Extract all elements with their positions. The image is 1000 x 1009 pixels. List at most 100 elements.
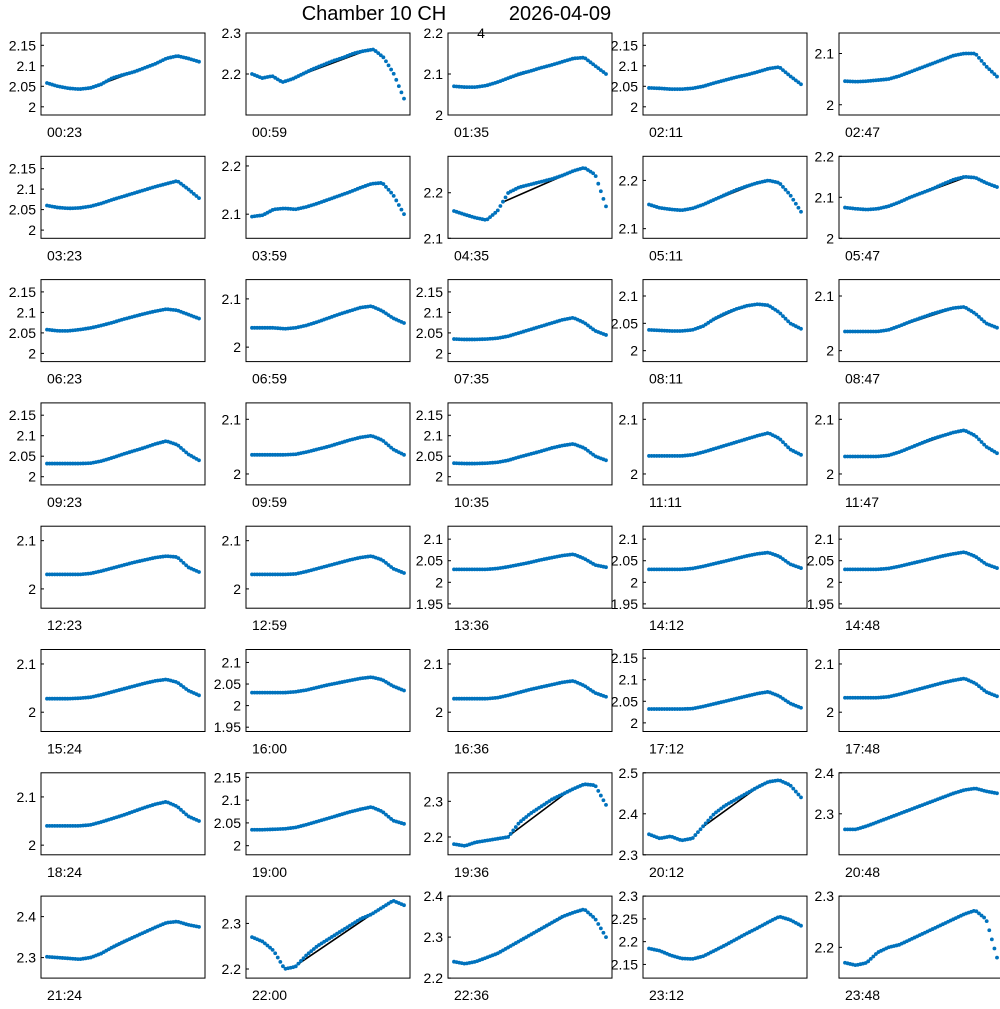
y-tick-label: 2.1 bbox=[619, 672, 639, 688]
data-point bbox=[176, 443, 181, 448]
time-label: 16:00 bbox=[252, 741, 287, 757]
y-tick-label: 2 bbox=[435, 704, 443, 720]
data-point bbox=[979, 913, 984, 918]
data-point bbox=[197, 693, 201, 698]
data-point bbox=[485, 217, 490, 222]
y-tick-label: 2.1 bbox=[424, 656, 444, 672]
time-label: 11:47 bbox=[845, 494, 879, 510]
subplot-1448: 1.95 2 2.05 2.1 14:48 bbox=[807, 525, 1000, 633]
data-point bbox=[293, 964, 298, 969]
y-tick-label: 2.05 bbox=[9, 325, 36, 341]
subplot-1524: 2 2.1 15:24 bbox=[17, 649, 206, 757]
data-point bbox=[995, 955, 999, 960]
data-point bbox=[781, 440, 785, 445]
y-tick-label: 2.3 bbox=[815, 806, 835, 822]
data-point bbox=[588, 60, 593, 65]
data-point bbox=[799, 209, 803, 214]
y-tick-label: 2.1 bbox=[17, 304, 37, 320]
subplot-0959: 2 2.1 09:59 bbox=[222, 402, 411, 510]
y-tick-label: 2.2 bbox=[815, 148, 835, 164]
subplot-1111: 2 2.1 11:11 bbox=[619, 402, 808, 510]
data-point bbox=[181, 448, 186, 453]
subplot-0547: 2 2.1 2.2 05:47 bbox=[815, 148, 1000, 263]
data-point bbox=[399, 207, 404, 212]
subplot-0247: 2 2.1 02:47 bbox=[815, 32, 1000, 140]
data-point bbox=[690, 836, 695, 840]
data-point bbox=[992, 946, 997, 951]
data-point bbox=[197, 924, 201, 929]
data-point bbox=[995, 566, 999, 570]
y-tick-label: 1.95 bbox=[807, 596, 834, 612]
data-point bbox=[386, 63, 391, 68]
y-tick-label: 2.4 bbox=[815, 765, 835, 781]
data-point bbox=[402, 212, 406, 217]
axes-box bbox=[642, 525, 808, 609]
data-point bbox=[376, 51, 381, 56]
y-tick-label: 2 bbox=[28, 99, 36, 115]
y-tick-label: 2.15 bbox=[9, 284, 36, 300]
data-point bbox=[974, 434, 979, 439]
data-point bbox=[708, 815, 713, 820]
data-point bbox=[184, 450, 189, 455]
y-tick-label: 2.2 bbox=[424, 970, 444, 986]
data-point bbox=[593, 784, 598, 789]
time-label: 01:35 bbox=[454, 124, 489, 140]
subplot-1936: 2.2 2.3 19:36 bbox=[424, 772, 613, 880]
data-point bbox=[511, 828, 516, 833]
subplot-0359: 2.1 2.2 03:59 bbox=[222, 155, 411, 263]
data-point bbox=[493, 210, 498, 215]
axes-box bbox=[447, 402, 613, 486]
data-point bbox=[786, 72, 791, 77]
time-label: 12:23 bbox=[47, 617, 82, 633]
time-label: 17:48 bbox=[845, 741, 880, 757]
time-label: 03:23 bbox=[47, 247, 82, 263]
data-point bbox=[604, 935, 608, 939]
data-point bbox=[197, 458, 201, 463]
time-label: 05:11 bbox=[649, 247, 683, 263]
y-tick-label: 2 bbox=[826, 466, 834, 482]
axes-box bbox=[40, 772, 206, 856]
subplot-1600: 1.95 2 2.05 2.1 16:00 bbox=[214, 649, 411, 757]
data-point bbox=[793, 789, 798, 794]
axes-box bbox=[245, 279, 411, 363]
data-point bbox=[778, 66, 783, 70]
data-point bbox=[194, 194, 199, 198]
data-point bbox=[386, 187, 391, 192]
data-point bbox=[389, 67, 394, 72]
y-tick-label: 2.3 bbox=[424, 793, 444, 809]
data-point bbox=[184, 185, 189, 190]
y-tick-label: 2.25 bbox=[611, 911, 638, 927]
y-tick-label: 2.3 bbox=[619, 847, 639, 863]
data-point bbox=[583, 446, 588, 451]
data-point bbox=[378, 53, 383, 58]
data-point bbox=[384, 59, 388, 64]
data-point bbox=[596, 181, 601, 186]
y-tick-label: 2.3 bbox=[17, 950, 37, 966]
data-point bbox=[498, 204, 503, 208]
y-tick-label: 1.95 bbox=[611, 596, 638, 612]
time-label: 00:23 bbox=[47, 124, 82, 140]
data-point bbox=[197, 316, 201, 321]
y-tick-label: 2.15 bbox=[611, 650, 638, 666]
data-point bbox=[783, 70, 788, 75]
y-tick-label: 2 bbox=[826, 704, 834, 720]
data-point bbox=[197, 59, 201, 64]
data-point bbox=[598, 926, 603, 931]
data-point bbox=[799, 326, 803, 331]
data-point bbox=[586, 323, 590, 328]
y-tick-label: 2.3 bbox=[815, 888, 835, 904]
data-point bbox=[977, 314, 981, 319]
data-point bbox=[490, 213, 495, 217]
y-tick-label: 2.15 bbox=[9, 37, 36, 53]
time-label: 13:36 bbox=[454, 617, 489, 633]
axes-box bbox=[838, 895, 1000, 979]
data-point bbox=[311, 947, 316, 951]
time-label: 08:11 bbox=[649, 371, 683, 387]
axes-box bbox=[40, 279, 206, 363]
y-tick-label: 2.3 bbox=[222, 915, 242, 931]
y-tick-label: 2.1 bbox=[619, 288, 639, 304]
data-point bbox=[601, 70, 606, 74]
data-point bbox=[799, 923, 803, 928]
data-point bbox=[788, 783, 793, 788]
data-point bbox=[179, 807, 183, 812]
